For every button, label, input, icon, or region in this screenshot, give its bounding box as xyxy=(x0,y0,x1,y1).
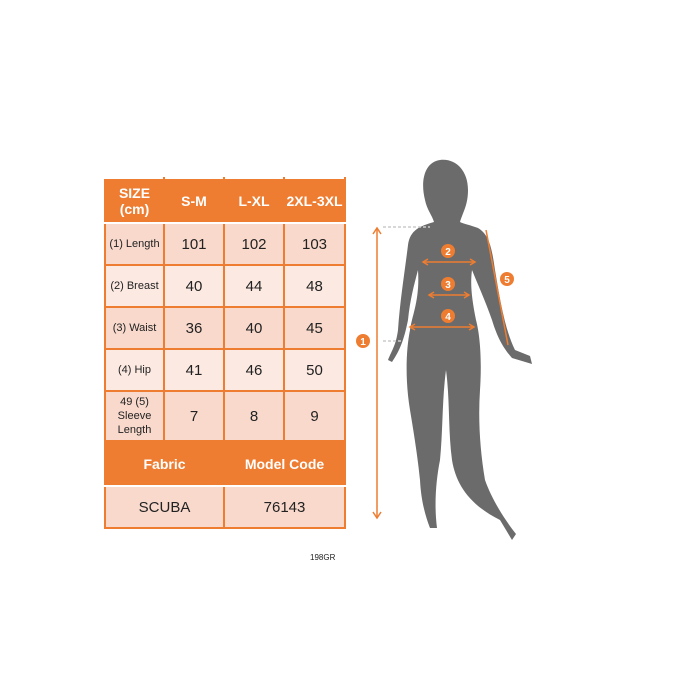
table-row: (2) Breast 40 44 48 xyxy=(104,264,346,308)
marker-2 xyxy=(441,244,455,258)
product-code: 198GR xyxy=(310,553,336,562)
marker-5-label: 5 xyxy=(504,275,510,286)
table-row: (4) Hip 41 46 50 xyxy=(104,348,346,392)
cell: 9 xyxy=(283,390,346,442)
marker-5 xyxy=(500,272,514,286)
header-cell: S-M xyxy=(163,177,225,224)
table-row: (3) Waist 36 40 45 xyxy=(104,306,346,350)
cell: 36 xyxy=(163,306,225,350)
header-cell: L-XL xyxy=(223,177,285,224)
marker-1-label: 1 xyxy=(360,337,366,348)
cell: 40 xyxy=(223,306,285,350)
body-silhouette xyxy=(388,159,532,540)
row-label: 49 (5) Sleeve Length xyxy=(104,390,165,442)
marker-2-label: 2 xyxy=(445,247,451,258)
table-row: (1) Length 101 102 103 xyxy=(104,222,346,266)
cell: 45 xyxy=(283,306,346,350)
marker-4 xyxy=(441,309,455,323)
row-label: (4) Hip xyxy=(104,348,165,392)
cell: 48 xyxy=(283,264,346,308)
cell: 103 xyxy=(283,222,346,266)
info-row: SCUBA 76143 xyxy=(104,485,346,529)
header-cell: SIZE (cm) xyxy=(104,177,165,224)
header-cell: 2XL-3XL xyxy=(283,177,346,224)
cell: 102 xyxy=(223,222,285,266)
fabric-header: Fabric xyxy=(104,440,225,487)
cell: 46 xyxy=(223,348,285,392)
info-header-row: Fabric Model Code xyxy=(104,440,346,487)
model-code-value: 76143 xyxy=(223,485,346,529)
row-label: (1) Length xyxy=(104,222,165,266)
marker-3 xyxy=(441,277,455,291)
marker-3-label: 3 xyxy=(445,280,451,291)
table-row: 49 (5) Sleeve Length 7 8 9 xyxy=(104,390,346,442)
row-label: (2) Breast xyxy=(104,264,165,308)
marker-1 xyxy=(356,334,370,348)
cell: 41 xyxy=(163,348,225,392)
header-row: SIZE (cm) S-M L-XL 2XL-3XL xyxy=(104,177,346,224)
cell: 8 xyxy=(223,390,285,442)
marker-4-label: 4 xyxy=(445,312,451,323)
size-chart-table: SIZE (cm) S-M L-XL 2XL-3XL (1) Length 101… xyxy=(104,177,346,529)
cell: 101 xyxy=(163,222,225,266)
cell: 7 xyxy=(163,390,225,442)
row-label: (3) Waist xyxy=(104,306,165,350)
model-code-header: Model Code xyxy=(223,440,346,487)
fabric-value: SCUBA xyxy=(104,485,225,529)
cell: 40 xyxy=(163,264,225,308)
cell: 44 xyxy=(223,264,285,308)
cell: 50 xyxy=(283,348,346,392)
